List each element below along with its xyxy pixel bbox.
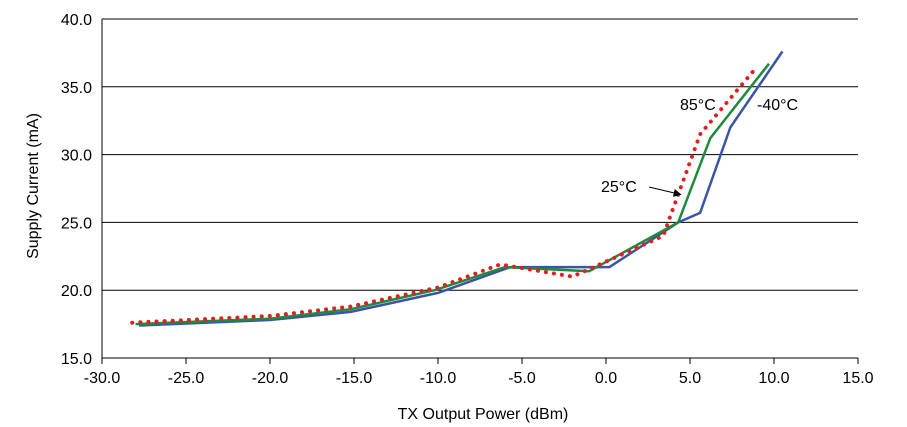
annotations-group: 85°C -40°C 25°C [601,97,798,197]
series-line-0 [138,50,784,327]
x-tick-label: 0.0 [595,370,617,387]
y-tick-label: 40.0 [61,12,92,29]
x-axis-title: TX Output Power (dBm) [398,406,569,423]
x-tick-label: -30.0 [84,370,121,387]
series-line-1 [135,62,770,326]
x-tick-label: -15.0 [336,370,373,387]
x-tick-label: -5.0 [508,370,536,387]
x-tick-label: 15.0 [842,370,873,387]
annotation-label-0: 85°C [680,97,716,114]
annotation-label-2: 25°C [601,179,637,196]
annotation-label-1: -40°C [757,97,798,114]
y-axis-title: Supply Current (mA) [25,113,42,259]
x-tick-label: -25.0 [168,370,205,387]
annotation-arrow-2 [648,186,682,197]
x-tick-label: -20.0 [252,370,289,387]
x-tick-label: -10.0 [420,370,457,387]
y-tick-label: 15.0 [61,351,92,368]
y-tick-label: 30.0 [61,148,92,165]
y-tick-label: 20.0 [61,283,92,300]
y-tick-labels: 15.0 20.0 25.0 30.0 35.0 40.0 [61,12,92,368]
x-tick-label: 10.0 [758,370,789,387]
x-tick-label: 5.0 [679,370,701,387]
series-line-2 [130,64,760,325]
series-group [130,50,784,327]
grid-lines [101,18,859,364]
x-tick-labels: -30.0 -25.0 -20.0 -15.0 -10.0 -5.0 0.0 5.0 10.0 1… [84,370,874,387]
y-tick-label: 25.0 [61,215,92,232]
y-tick-label: 35.0 [61,80,92,97]
